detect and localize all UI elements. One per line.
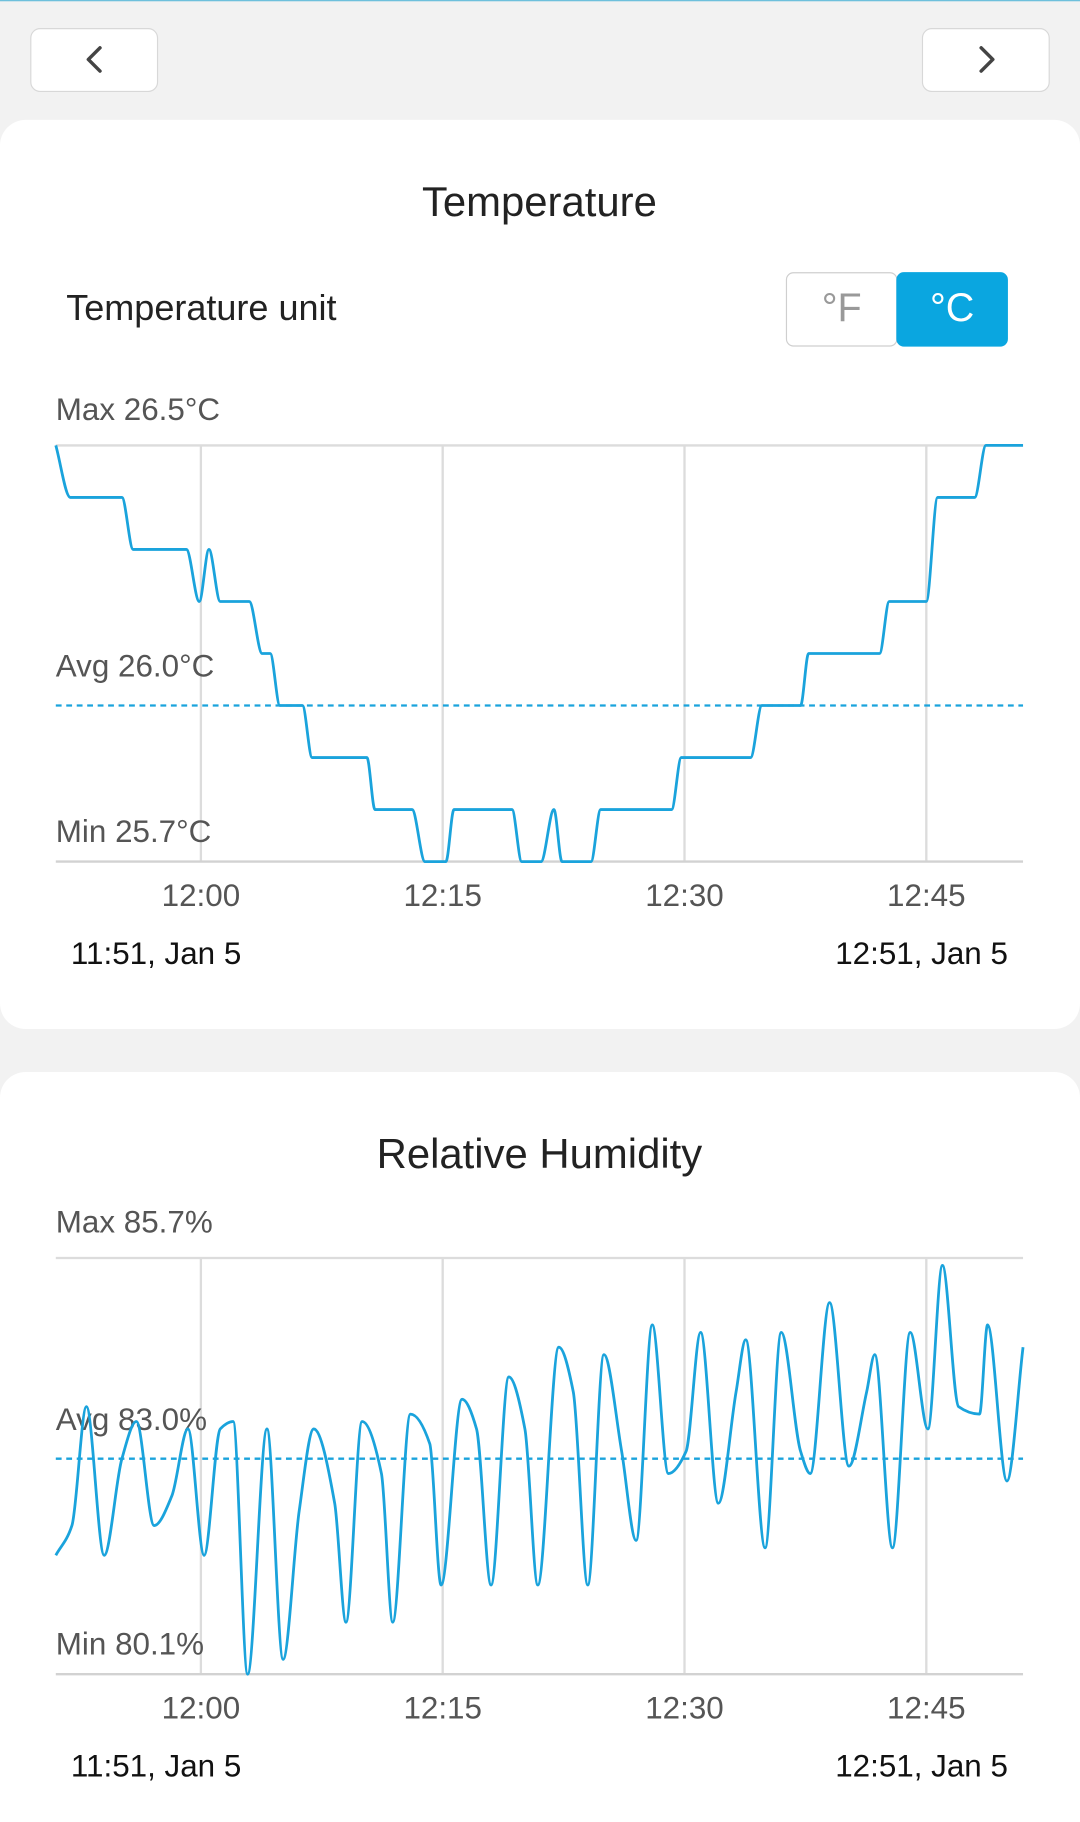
x-tick-label: 12:15 xyxy=(403,878,482,913)
range-end-label: 12:51, Jan 5 xyxy=(835,936,1008,971)
x-tick-label: 12:15 xyxy=(403,1691,482,1726)
x-tick-label: 12:30 xyxy=(645,878,724,913)
data-line xyxy=(54,444,1024,863)
unit-option-label: °C xyxy=(930,286,974,330)
card xyxy=(0,119,1080,1029)
chart-title: Relative Humidity xyxy=(377,1130,703,1177)
unit-option-label: °F xyxy=(822,286,862,330)
min-label: Min 25.7°C xyxy=(56,814,212,849)
forward-button[interactable] xyxy=(921,28,1050,92)
x-tick-label: 12:00 xyxy=(162,1691,241,1726)
unit-option[interactable]: °F xyxy=(785,272,898,347)
chart-title: Temperature xyxy=(422,178,657,225)
range-end-label: 12:51, Jan 5 xyxy=(835,1749,1008,1784)
back-button[interactable] xyxy=(30,28,159,92)
x-tick-label: 12:00 xyxy=(162,878,241,913)
max-label: Max 85.7% xyxy=(56,1205,213,1240)
min-label: Min 80.1% xyxy=(56,1627,204,1662)
x-tick-label: 12:30 xyxy=(645,1691,724,1726)
x-tick-label: 12:45 xyxy=(887,878,966,913)
data-line xyxy=(54,1264,1025,1676)
unit-option[interactable]: °C xyxy=(896,272,1008,347)
x-tick-label: 12:45 xyxy=(887,1691,966,1726)
max-label: Max 26.5°C xyxy=(56,392,220,427)
avg-label: Avg 26.0°C xyxy=(56,649,214,684)
range-start-label: 11:51, Jan 5 xyxy=(71,936,241,971)
unit-option-bg xyxy=(896,272,1008,347)
range-start-label: 11:51, Jan 5 xyxy=(71,1749,241,1784)
unit-label: Temperature unit xyxy=(66,287,336,328)
card xyxy=(0,1072,1080,1822)
